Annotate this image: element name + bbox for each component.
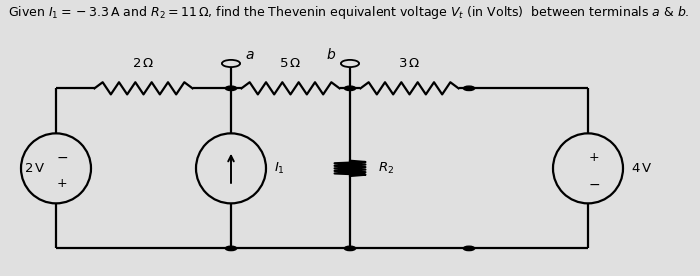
Text: $+$: $+$ bbox=[588, 151, 599, 164]
Circle shape bbox=[225, 246, 237, 251]
Text: $-$: $-$ bbox=[55, 150, 68, 164]
Text: $R_2$: $R_2$ bbox=[378, 161, 394, 176]
Text: $3\,\Omega$: $3\,\Omega$ bbox=[398, 57, 421, 70]
Text: $b$: $b$ bbox=[326, 47, 336, 62]
Circle shape bbox=[344, 86, 356, 91]
Text: $-$: $-$ bbox=[587, 177, 600, 190]
Circle shape bbox=[344, 246, 356, 251]
Circle shape bbox=[225, 86, 237, 91]
Text: $5\,\Omega$: $5\,\Omega$ bbox=[279, 57, 302, 70]
Text: $+$: $+$ bbox=[56, 177, 67, 190]
Circle shape bbox=[222, 60, 240, 67]
Text: Given $I_1 = -3.3\,\mathrm{A}$ and $R_2 = 11\,\Omega$, find the Thevenin equival: Given $I_1 = -3.3\,\mathrm{A}$ and $R_2 … bbox=[8, 4, 690, 21]
Circle shape bbox=[463, 86, 475, 91]
Text: $I_1$: $I_1$ bbox=[274, 161, 286, 176]
Text: $4\,\mathrm{V}$: $4\,\mathrm{V}$ bbox=[631, 162, 653, 175]
Circle shape bbox=[341, 60, 359, 67]
Circle shape bbox=[463, 246, 475, 251]
Text: $a$: $a$ bbox=[245, 48, 255, 62]
Text: $2\,\mathrm{V}$: $2\,\mathrm{V}$ bbox=[24, 162, 46, 175]
Text: $2\,\Omega$: $2\,\Omega$ bbox=[132, 57, 155, 70]
